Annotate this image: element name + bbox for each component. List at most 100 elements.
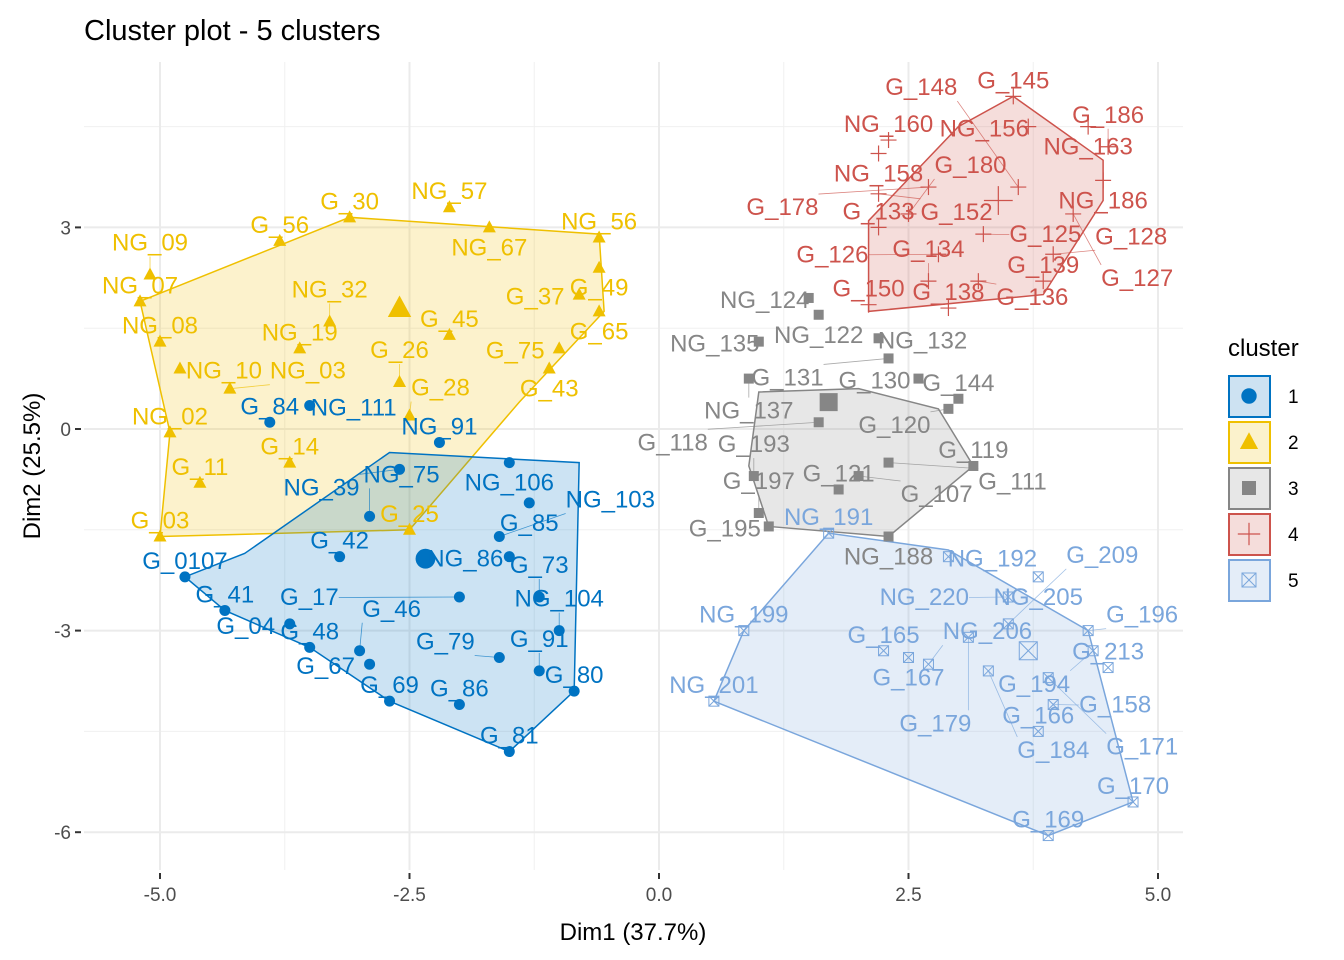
x-tick-label: -2.5 bbox=[393, 885, 426, 906]
point-cluster-2 bbox=[592, 260, 606, 273]
point-label: G_126 bbox=[796, 241, 868, 268]
point-cluster-5 bbox=[922, 658, 934, 670]
point-label: G_186 bbox=[1072, 102, 1144, 129]
point-cluster-3 bbox=[813, 309, 824, 320]
point-label: NG_106 bbox=[465, 470, 554, 497]
cross-b bbox=[1127, 796, 1139, 808]
point-label: NG_08 bbox=[122, 313, 198, 340]
point-label: G_169 bbox=[1012, 807, 1084, 834]
legend-key-1 bbox=[1228, 375, 1271, 418]
point-cluster-5 bbox=[1042, 830, 1054, 842]
point-label: NG_124 bbox=[720, 287, 809, 314]
point-label: G_179 bbox=[899, 710, 971, 737]
point-label: G_43 bbox=[520, 376, 579, 403]
cross-b bbox=[982, 665, 994, 677]
point-cluster-1 bbox=[453, 699, 465, 711]
point-cluster-3 bbox=[883, 457, 894, 468]
legend-swatch bbox=[1228, 421, 1271, 464]
point-label: G_134 bbox=[892, 236, 964, 263]
legend-key-3 bbox=[1228, 467, 1271, 510]
point-cluster-3 bbox=[883, 531, 894, 542]
point-label: NG_75 bbox=[364, 461, 440, 488]
label-leader bbox=[858, 475, 901, 482]
point-cluster-1 bbox=[493, 531, 505, 543]
cross-b bbox=[1032, 571, 1044, 583]
cross-b bbox=[878, 645, 889, 657]
point-cluster-3 bbox=[753, 336, 764, 347]
point-cluster-3 bbox=[913, 373, 924, 384]
point-cluster-2 bbox=[442, 200, 456, 213]
cluster-centroids bbox=[387, 186, 1038, 661]
box bbox=[903, 651, 914, 663]
point-cluster-2 bbox=[323, 314, 337, 327]
point-cluster-5 bbox=[1047, 699, 1059, 711]
cluster-hulls bbox=[139, 95, 1134, 837]
point-cluster-5 bbox=[1082, 625, 1094, 637]
legend-label-3: 3 bbox=[1288, 479, 1299, 500]
point-cluster-2 bbox=[173, 361, 187, 374]
x-axis: -5.0 -2.5 0.0 2.5 5.0 bbox=[144, 873, 1171, 906]
point-cluster-3 bbox=[883, 353, 894, 364]
point-label: NG_156 bbox=[940, 116, 1029, 143]
box bbox=[1042, 830, 1054, 842]
point-label: NG_02 bbox=[132, 403, 208, 430]
point-cluster-5 bbox=[903, 651, 914, 663]
box bbox=[1241, 572, 1257, 588]
point-cluster-3 bbox=[743, 373, 754, 384]
point-label: G_130 bbox=[838, 368, 910, 395]
box bbox=[1042, 672, 1054, 684]
point-cluster-1 bbox=[523, 497, 535, 509]
point-cluster-2 bbox=[403, 522, 416, 535]
hull-cluster-1 bbox=[183, 451, 580, 753]
box bbox=[1032, 725, 1044, 737]
point-label: NG_191 bbox=[784, 504, 873, 531]
point-label: G_85 bbox=[500, 510, 559, 537]
point-label: G_213 bbox=[1072, 639, 1144, 666]
point-label: G_17 bbox=[280, 584, 339, 611]
label-leader bbox=[818, 186, 929, 195]
cross-b bbox=[1002, 591, 1014, 603]
point-label: G_118 bbox=[638, 429, 708, 456]
point-cluster-4 bbox=[1045, 246, 1062, 263]
chart-title: Cluster plot - 5 clusters bbox=[84, 15, 381, 47]
label-leader bbox=[956, 100, 1019, 188]
point-cluster-1 bbox=[304, 399, 316, 411]
hull-cluster-3 bbox=[748, 387, 975, 538]
cross-b bbox=[963, 631, 974, 643]
point-label: G_11 bbox=[171, 454, 228, 481]
legend-marker bbox=[1237, 522, 1261, 546]
label-leader bbox=[359, 468, 400, 475]
point-cluster-1 bbox=[284, 618, 296, 630]
grid-minor bbox=[84, 62, 1183, 870]
point-label: G_04 bbox=[216, 613, 275, 640]
point-cluster-2 bbox=[482, 220, 496, 233]
point-cluster-3 bbox=[833, 484, 844, 495]
x-tick-label: -5.0 bbox=[144, 885, 177, 906]
point-cluster-2 bbox=[163, 425, 177, 438]
point-cluster-5 bbox=[1102, 662, 1114, 674]
point-cluster-2 bbox=[552, 341, 566, 354]
legend-key-2 bbox=[1228, 421, 1271, 464]
label-leader bbox=[968, 596, 1009, 598]
point-cluster-4 bbox=[1095, 172, 1112, 189]
point-label: G_30 bbox=[320, 188, 379, 215]
point-label: NG_160 bbox=[844, 111, 933, 138]
point-cluster-1 bbox=[433, 436, 445, 448]
point-label: NG_32 bbox=[292, 276, 368, 303]
x-axis-title: Dim1 (37.7%) bbox=[560, 919, 707, 946]
y-tick-label: 0 bbox=[60, 420, 71, 441]
point-label: G_111 bbox=[978, 469, 1047, 496]
label-leader bbox=[908, 178, 935, 215]
point-cluster-4 bbox=[975, 226, 992, 243]
point-cluster-1 bbox=[179, 571, 191, 583]
y-axis-title: Dim2 (25.5%) bbox=[19, 393, 46, 540]
point-label: G_209 bbox=[1066, 542, 1138, 569]
point-cluster-1 bbox=[503, 746, 515, 758]
point-label: G_170 bbox=[1097, 773, 1169, 800]
point-cluster-1 bbox=[453, 591, 465, 603]
point-label: NG_192 bbox=[948, 546, 1037, 573]
cross-b bbox=[738, 625, 750, 636]
point-cluster-1 bbox=[364, 658, 376, 670]
cross-b bbox=[1241, 572, 1257, 588]
